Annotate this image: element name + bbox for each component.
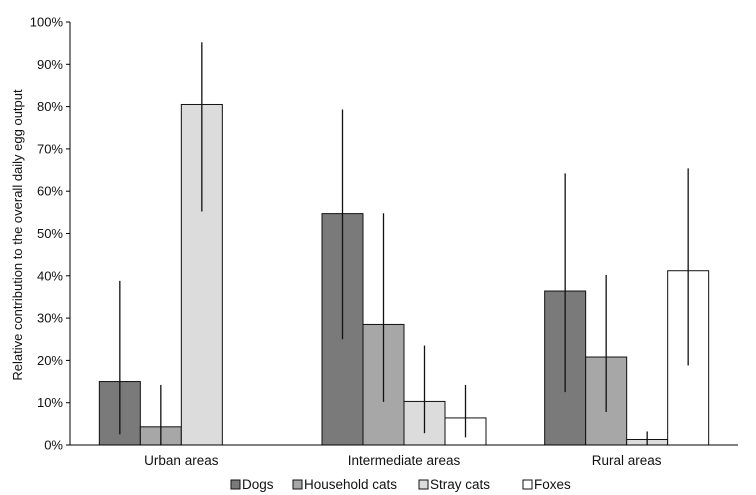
- y-tick-label: 10%: [37, 395, 63, 410]
- y-tick-label: 0%: [44, 438, 63, 453]
- legend-swatch: [292, 479, 303, 490]
- legend-label: Household cats: [304, 477, 397, 492]
- legend-swatch: [230, 479, 241, 490]
- category-label: Rural areas: [592, 453, 662, 468]
- legend-label: Dogs: [242, 477, 274, 492]
- y-tick-label: 70%: [37, 141, 63, 156]
- y-tick-label: 60%: [37, 184, 63, 199]
- legend-swatch: [522, 479, 533, 490]
- y-tick-label: 50%: [37, 226, 63, 241]
- category-label: Urban areas: [144, 453, 219, 468]
- legend-swatch: [418, 479, 429, 490]
- y-tick-label: 90%: [37, 57, 63, 72]
- legend: Dogs Household cats Stray cats Foxes: [230, 477, 571, 492]
- legend-label: Stray cats: [430, 477, 490, 492]
- legend-label: Foxes: [534, 477, 571, 492]
- x-axis-categories: Urban areas Intermediate areas Rural areas: [144, 453, 662, 468]
- y-tick-label: 100%: [30, 15, 64, 30]
- y-tick-label: 30%: [37, 311, 63, 326]
- y-tick-label: 20%: [37, 353, 63, 368]
- category-label: Intermediate areas: [348, 453, 461, 468]
- error-bars: [119, 42, 689, 445]
- bars: [98, 103, 710, 446]
- y-tick-label: 40%: [37, 268, 63, 283]
- y-axis-ticks: 0% 10% 20% 30% 40% 50% 60% 70% 80% 90% 100%: [30, 15, 70, 453]
- y-tick-label: 80%: [37, 99, 63, 114]
- y-axis-label: Relative contribution to the overall dai…: [10, 89, 25, 381]
